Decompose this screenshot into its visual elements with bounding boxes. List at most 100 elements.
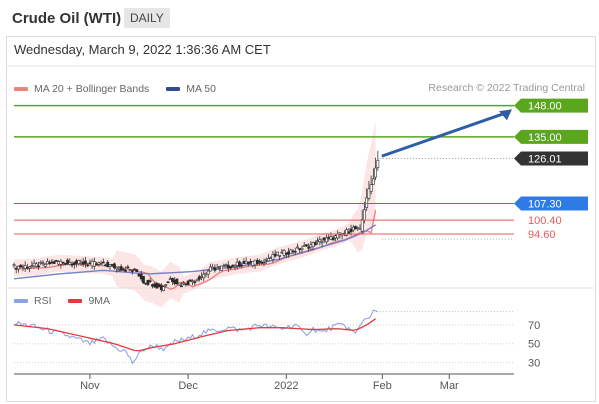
candle-up bbox=[79, 261, 83, 264]
candle-down bbox=[148, 280, 152, 282]
candle-up bbox=[264, 258, 268, 261]
candle-down bbox=[130, 270, 134, 272]
candle-up bbox=[204, 272, 208, 275]
candle-down bbox=[305, 244, 308, 246]
candle-down bbox=[249, 261, 253, 263]
candle-down bbox=[354, 226, 357, 230]
candle-up bbox=[77, 260, 81, 265]
candle-down bbox=[287, 251, 290, 255]
candle-down bbox=[155, 283, 159, 289]
candle-down bbox=[166, 281, 170, 284]
rsi-legend: RSI 9MA bbox=[14, 294, 124, 307]
header: Crude Oil (WTI) DAILY bbox=[0, 0, 599, 40]
ma20-swatch bbox=[14, 87, 28, 91]
candle-down bbox=[213, 267, 217, 271]
candle-up bbox=[282, 250, 286, 256]
candle-down bbox=[153, 283, 157, 288]
legend-ma50-label: MA 50 bbox=[186, 83, 216, 95]
level-tag-126.01 bbox=[514, 151, 588, 166]
x-tick-Dec: Dec bbox=[178, 380, 198, 392]
timeframe-button[interactable]: DAILY bbox=[124, 8, 170, 28]
legend-ma9-label: 9MA bbox=[88, 295, 111, 307]
candle-down bbox=[171, 277, 174, 283]
candle-down bbox=[104, 264, 107, 267]
candle-up bbox=[177, 282, 181, 286]
candle-up bbox=[311, 242, 315, 247]
credit: Research © 2022 Trading Central bbox=[428, 82, 585, 94]
candle-up bbox=[209, 266, 212, 272]
candle-up bbox=[253, 259, 257, 266]
candle-down bbox=[84, 260, 87, 265]
candle-up bbox=[275, 251, 279, 256]
candle-up bbox=[117, 269, 121, 271]
candle-down bbox=[175, 278, 179, 285]
candle-down bbox=[70, 264, 74, 266]
candle-up bbox=[325, 237, 328, 243]
candle-down bbox=[284, 252, 288, 255]
candle-down bbox=[273, 253, 277, 257]
candle-down bbox=[231, 264, 235, 267]
x-tick-2022: 2022 bbox=[274, 380, 298, 392]
candle-down bbox=[126, 266, 130, 269]
candle-up bbox=[251, 261, 255, 266]
candle-down bbox=[106, 261, 110, 268]
candle-down bbox=[66, 259, 69, 264]
candle-up bbox=[92, 261, 96, 267]
candle-up bbox=[200, 275, 203, 278]
candle-down bbox=[113, 263, 116, 269]
candle-up bbox=[360, 219, 364, 232]
candle-up bbox=[195, 279, 199, 282]
candle-down bbox=[186, 280, 190, 285]
candle-down bbox=[246, 262, 250, 265]
candle-up bbox=[336, 233, 340, 239]
candle-up bbox=[269, 257, 273, 259]
candle-up bbox=[34, 263, 38, 267]
candle-up bbox=[371, 178, 375, 185]
level-tag-148.00 bbox=[514, 98, 588, 113]
candle-down bbox=[72, 262, 76, 265]
bollinger-band bbox=[14, 120, 376, 308]
candle-down bbox=[81, 261, 85, 265]
candle-up bbox=[316, 240, 319, 242]
candle-up bbox=[318, 239, 322, 243]
candle-up bbox=[99, 263, 103, 266]
ma9-line bbox=[13, 318, 376, 352]
candle-down bbox=[238, 261, 241, 267]
rsi-tick-50: 50 bbox=[528, 339, 540, 351]
candle-up bbox=[46, 261, 49, 265]
candle-up bbox=[17, 265, 20, 270]
candle-down bbox=[255, 259, 259, 265]
candle-down bbox=[144, 282, 148, 285]
candle-up bbox=[222, 265, 226, 268]
candle-up bbox=[108, 264, 112, 267]
candle-down bbox=[180, 285, 183, 288]
candle-up bbox=[115, 266, 119, 270]
candle-up bbox=[262, 262, 266, 264]
forecast-arrowhead bbox=[499, 109, 512, 121]
candle-up bbox=[358, 228, 362, 230]
candle-down bbox=[240, 264, 244, 267]
candle-down bbox=[322, 237, 326, 241]
candle-down bbox=[88, 262, 92, 265]
candle-up bbox=[39, 261, 43, 264]
candle-up bbox=[162, 286, 165, 291]
candle-up bbox=[329, 236, 333, 240]
candle-up bbox=[365, 197, 369, 208]
candle-up bbox=[300, 247, 304, 251]
candle-up bbox=[43, 264, 47, 267]
candle-down bbox=[110, 264, 114, 266]
legend-ma20-label: MA 20 + Bollinger Bands bbox=[34, 83, 150, 95]
level-tag-107.30 bbox=[514, 196, 588, 211]
candle-up bbox=[23, 265, 27, 269]
level-label-94.60: 94.60 bbox=[528, 229, 556, 241]
candle-up bbox=[59, 260, 63, 265]
candle-down bbox=[61, 261, 65, 264]
candle-up bbox=[278, 255, 282, 257]
candle-up bbox=[191, 280, 194, 283]
candle-down bbox=[349, 228, 353, 232]
candle-up bbox=[12, 264, 16, 267]
candle-down bbox=[327, 237, 331, 239]
candle-down bbox=[142, 276, 145, 284]
price-legend: MA 20 + Bollinger Bands MA 50 bbox=[14, 82, 230, 95]
